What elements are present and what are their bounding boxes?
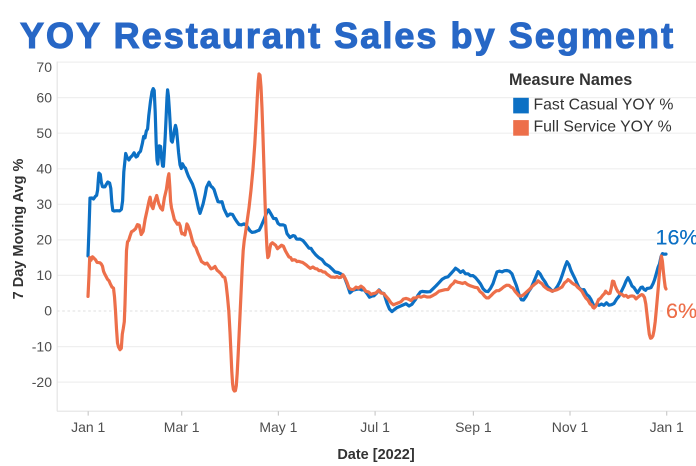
svg-text:0: 0 xyxy=(44,303,52,319)
svg-text:30: 30 xyxy=(36,196,52,212)
svg-text:Full Service YOY %: Full Service YOY % xyxy=(534,119,672,136)
svg-text:16%: 16% xyxy=(656,225,696,249)
svg-text:May 1: May 1 xyxy=(259,419,297,435)
svg-text:-20: -20 xyxy=(32,374,52,390)
svg-text:-10: -10 xyxy=(32,338,52,354)
svg-text:70: 70 xyxy=(36,59,52,75)
svg-text:Sep 1: Sep 1 xyxy=(455,419,492,435)
svg-text:10: 10 xyxy=(36,267,52,283)
svg-text:50: 50 xyxy=(36,125,52,141)
svg-text:Jan 1: Jan 1 xyxy=(71,419,105,435)
svg-text:20: 20 xyxy=(36,232,52,248)
svg-text:6%: 6% xyxy=(666,299,696,323)
svg-text:Mar 1: Mar 1 xyxy=(164,419,200,435)
svg-text:7 Day Moving Avg %: 7 Day Moving Avg % xyxy=(11,159,27,300)
svg-text:Measure Names: Measure Names xyxy=(509,71,632,89)
svg-text:Jan 1: Jan 1 xyxy=(650,419,684,435)
svg-text:40: 40 xyxy=(36,161,52,177)
svg-text:16%: 16% xyxy=(656,225,696,249)
svg-text:60: 60 xyxy=(36,89,52,105)
svg-text:Nov 1: Nov 1 xyxy=(552,419,589,435)
svg-text:Fast Casual YOY %: Fast Casual YOY % xyxy=(534,96,674,113)
svg-text:6%: 6% xyxy=(666,299,696,323)
svg-text:Jul 1: Jul 1 xyxy=(360,419,390,435)
svg-text:Date [2022]: Date [2022] xyxy=(337,447,415,463)
